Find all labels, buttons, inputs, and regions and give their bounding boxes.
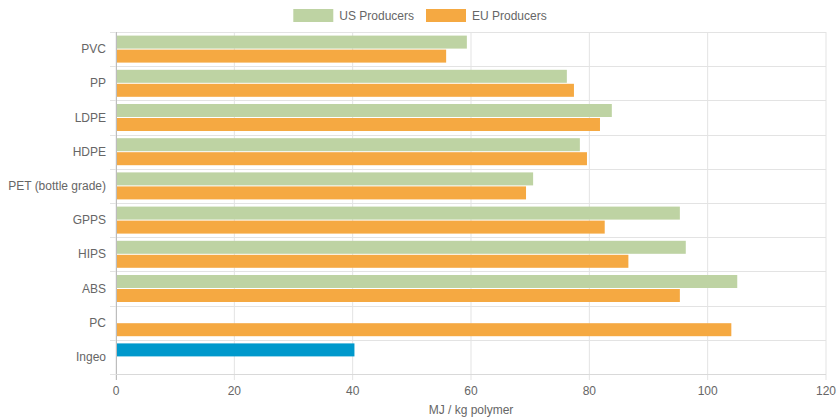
grid-line — [826, 32, 827, 380]
bar — [116, 275, 737, 288]
x-tick-label: 100 — [698, 384, 718, 398]
bar — [116, 104, 612, 117]
category-grid-line — [110, 66, 826, 67]
category-grid-line — [110, 32, 826, 33]
category-label: Ingeo — [76, 350, 106, 364]
legend: US Producers EU Producers — [293, 9, 546, 23]
x-tick-label: 80 — [583, 384, 597, 398]
x-tick-label: 20 — [228, 384, 242, 398]
bar — [116, 36, 467, 49]
chart-svg: 0 20 40 60 80 100 120 PVC PP LDPE HDPE PET (bottle … — [0, 0, 840, 420]
category-grid-line — [110, 100, 826, 101]
x-ticks: 0 20 40 60 80 100 120 — [113, 384, 837, 398]
bar — [116, 152, 587, 165]
grid — [110, 32, 826, 380]
category-grid-line — [110, 237, 826, 238]
x-tick-label: 40 — [346, 384, 360, 398]
category-grid-line — [110, 271, 826, 272]
legend-label: US Producers — [339, 9, 414, 23]
bar — [116, 70, 567, 83]
x-axis-title: MJ / kg polymer — [429, 403, 514, 417]
category-label: PC — [89, 316, 106, 330]
chart-root: 0 20 40 60 80 100 120 PVC PP LDPE HDPE PET (bottle … — [0, 0, 840, 420]
bar — [116, 207, 680, 220]
category-label: LDPE — [75, 111, 106, 125]
bar — [116, 172, 533, 185]
category-label: PET (bottle grade) — [8, 179, 106, 193]
category-label: GPPS — [73, 213, 106, 227]
x-tick-label: 0 — [113, 384, 120, 398]
category-label: PVC — [81, 42, 106, 56]
y-axis-line — [116, 32, 117, 380]
category-grid-line — [110, 374, 826, 375]
bar — [116, 138, 580, 151]
bar — [116, 343, 354, 356]
bar — [116, 241, 686, 254]
bar — [116, 50, 446, 63]
category-grid-line — [110, 169, 826, 170]
bar — [116, 186, 526, 199]
category-label: PP — [90, 76, 106, 90]
bar — [116, 118, 600, 131]
category-label: ABS — [82, 282, 106, 296]
grid-line — [116, 32, 117, 380]
x-tick-label: 120 — [816, 384, 836, 398]
bar — [116, 255, 628, 268]
y-ticks: PVC PP LDPE HDPE PET (bottle grade) GPPS HIPS A… — [8, 42, 106, 364]
legend-label: EU Producers — [472, 9, 547, 23]
x-tick-label: 60 — [464, 384, 478, 398]
bar — [116, 323, 731, 336]
x-axis-line — [116, 374, 826, 375]
bars — [116, 36, 737, 371]
bar — [116, 84, 574, 97]
category-grid-line — [110, 306, 826, 307]
category-grid-line — [110, 340, 826, 341]
category-grid-line — [110, 135, 826, 136]
category-label: HIPS — [78, 247, 106, 261]
category-label: HDPE — [73, 145, 106, 159]
bar — [116, 289, 680, 302]
category-grid-line — [110, 203, 826, 204]
legend-swatch — [426, 9, 466, 22]
legend-swatch — [293, 9, 333, 22]
bar — [116, 221, 605, 234]
